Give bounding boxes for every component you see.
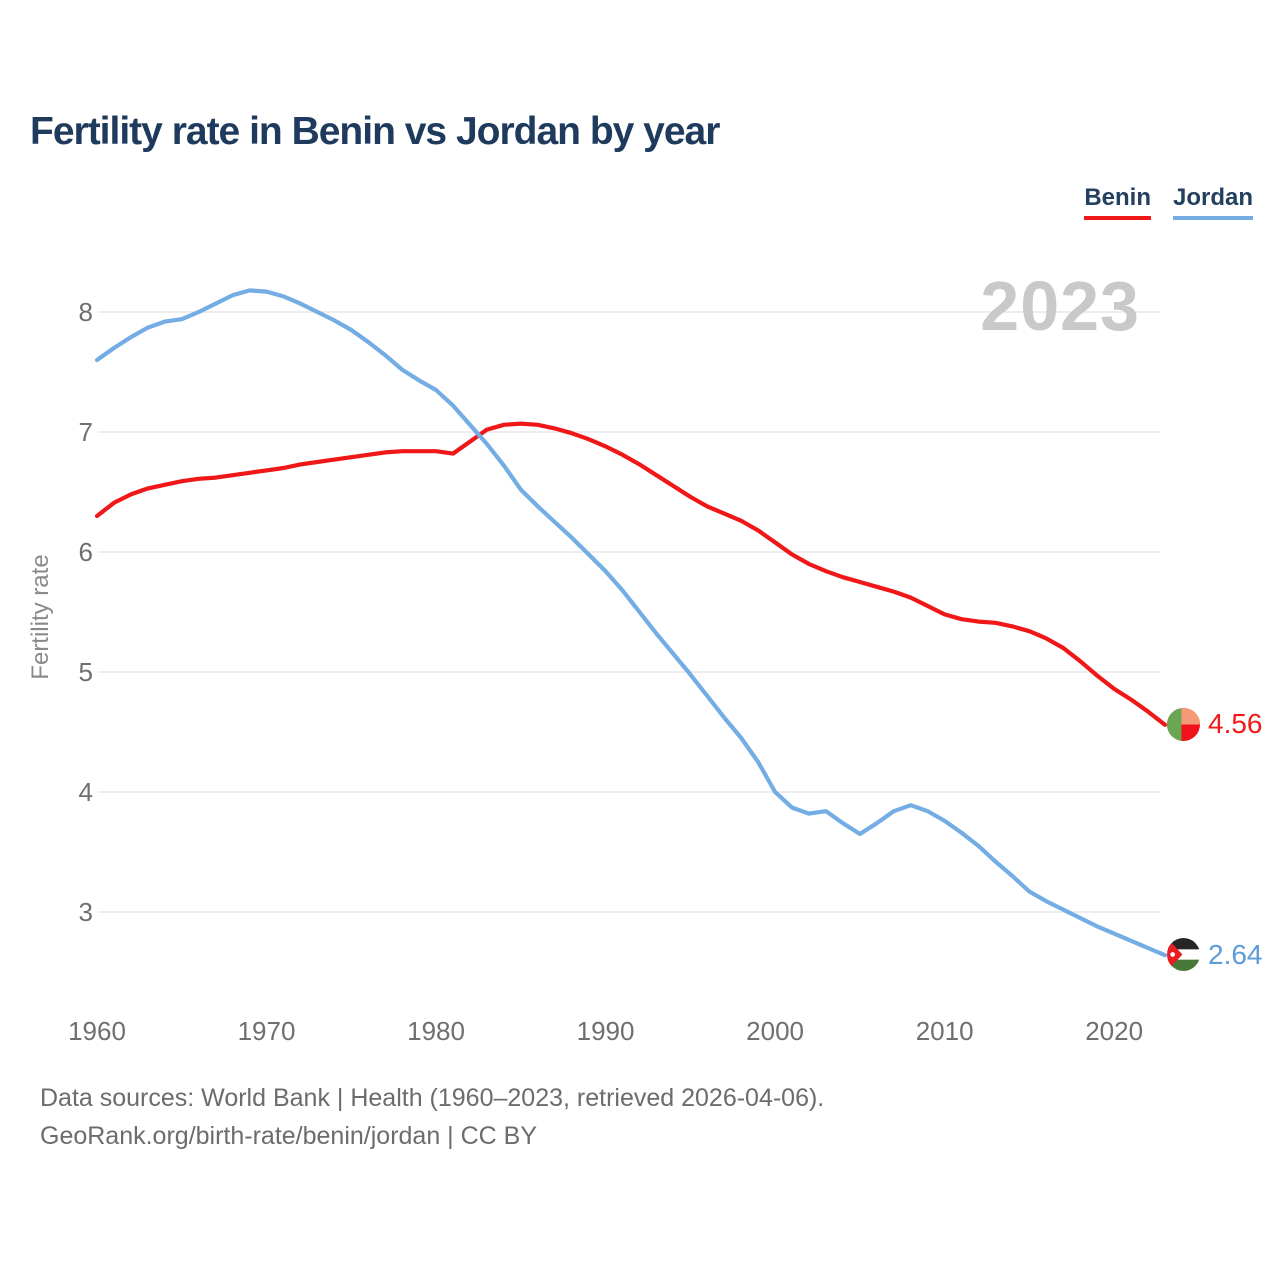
legend-item-benin[interactable]: Benin — [1084, 184, 1151, 220]
legend-label-benin: Benin — [1084, 184, 1151, 211]
jordan-end-value: 2.64 — [1208, 938, 1263, 970]
y-tick-label: 5 — [78, 657, 93, 687]
year-watermark: 2023 — [980, 267, 1140, 345]
benin-end-value: 4.56 — [1208, 708, 1263, 740]
jordan-line-series — [94, 288, 1168, 958]
legend: Benin Jordan — [1084, 184, 1253, 220]
gridlines — [98, 311, 1161, 913]
x-tick-label: 1970 — [237, 1016, 296, 1046]
y-tick-label: 3 — [78, 897, 93, 927]
chart-title: Fertility rate in Benin vs Jordan by yea… — [30, 110, 720, 153]
y-tick-label: 7 — [78, 417, 93, 447]
y-tick-label: 4 — [78, 777, 93, 807]
x-tick-label: 1980 — [407, 1016, 465, 1046]
x-tick-label: 1990 — [576, 1016, 635, 1046]
footer-sources-line: Data sources: World Bank | Health (1960–… — [40, 1084, 825, 1112]
jordan-end-marker: 2.64 — [1167, 938, 1263, 972]
x-tick-label: 1960 — [68, 1016, 126, 1046]
legend-item-jordan[interactable]: Jordan — [1172, 184, 1253, 220]
benin-end-marker: 4.56 — [1167, 707, 1263, 741]
benin-line-series — [94, 421, 1168, 727]
jordan-flag-icon — [1167, 938, 1200, 972]
x-tick-label: 2020 — [1085, 1016, 1144, 1046]
benin-flag-icon — [1167, 707, 1200, 741]
x-tick-label: 2010 — [915, 1016, 974, 1046]
y-tick-label: 8 — [78, 297, 93, 327]
y-tick-label: 6 — [78, 537, 93, 567]
legend-label-jordan: Jordan — [1172, 184, 1253, 211]
footer: Data sources: World Bank | Health (1960–… — [40, 1079, 824, 1155]
x-tick-label: 2000 — [746, 1016, 805, 1046]
footer-attribution-line: GeoRank.org/birth-rate/benin/jordan | CC… — [40, 1122, 538, 1150]
